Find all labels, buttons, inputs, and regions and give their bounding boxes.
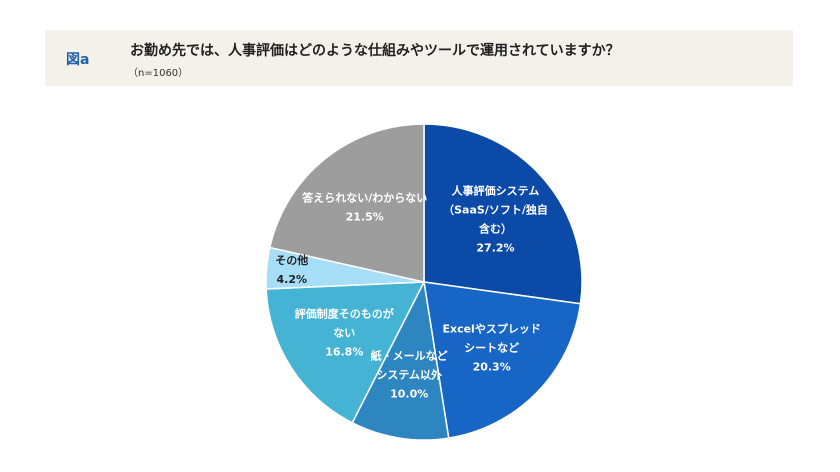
slice-label: （SaaS/ソフト/独自 <box>443 202 548 216</box>
slice-label: 含む） <box>478 221 512 235</box>
slice-label: 紙・メールなど <box>371 349 448 363</box>
slice-label: ない <box>333 326 355 339</box>
value-label: 21.5% <box>346 211 384 224</box>
slice-label: Excelやスプレッド <box>442 321 540 335</box>
pie-slice <box>423 281 582 439</box>
value-label: 16.8% <box>325 345 363 358</box>
slice-label: 評価制度そのものが <box>295 306 394 320</box>
value-label: 4.2% <box>277 273 308 286</box>
chart-title: お勤め先では、人事評価はどのような仕組みやツールで運用されていますか？ <box>130 42 620 59</box>
header-band <box>45 30 793 86</box>
pie-slice <box>423 123 583 305</box>
value-label: 20.3% <box>473 360 511 373</box>
chart-subtitle: （n=1060） <box>128 67 188 79</box>
pie-slice <box>268 123 425 283</box>
pie-slice <box>265 281 426 424</box>
slice-label: 人事評価システム <box>452 183 540 197</box>
slice-label: その他 <box>275 253 308 267</box>
value-label: 27.2% <box>476 241 514 254</box>
slice-label: システム以外 <box>376 368 442 382</box>
pie-slice <box>351 279 450 441</box>
slice-label: シートなど <box>464 341 519 354</box>
figure-label: 図a <box>66 52 89 68</box>
slice-label: 答えられない/わからない <box>302 191 427 205</box>
value-label: 10.0% <box>390 388 428 401</box>
